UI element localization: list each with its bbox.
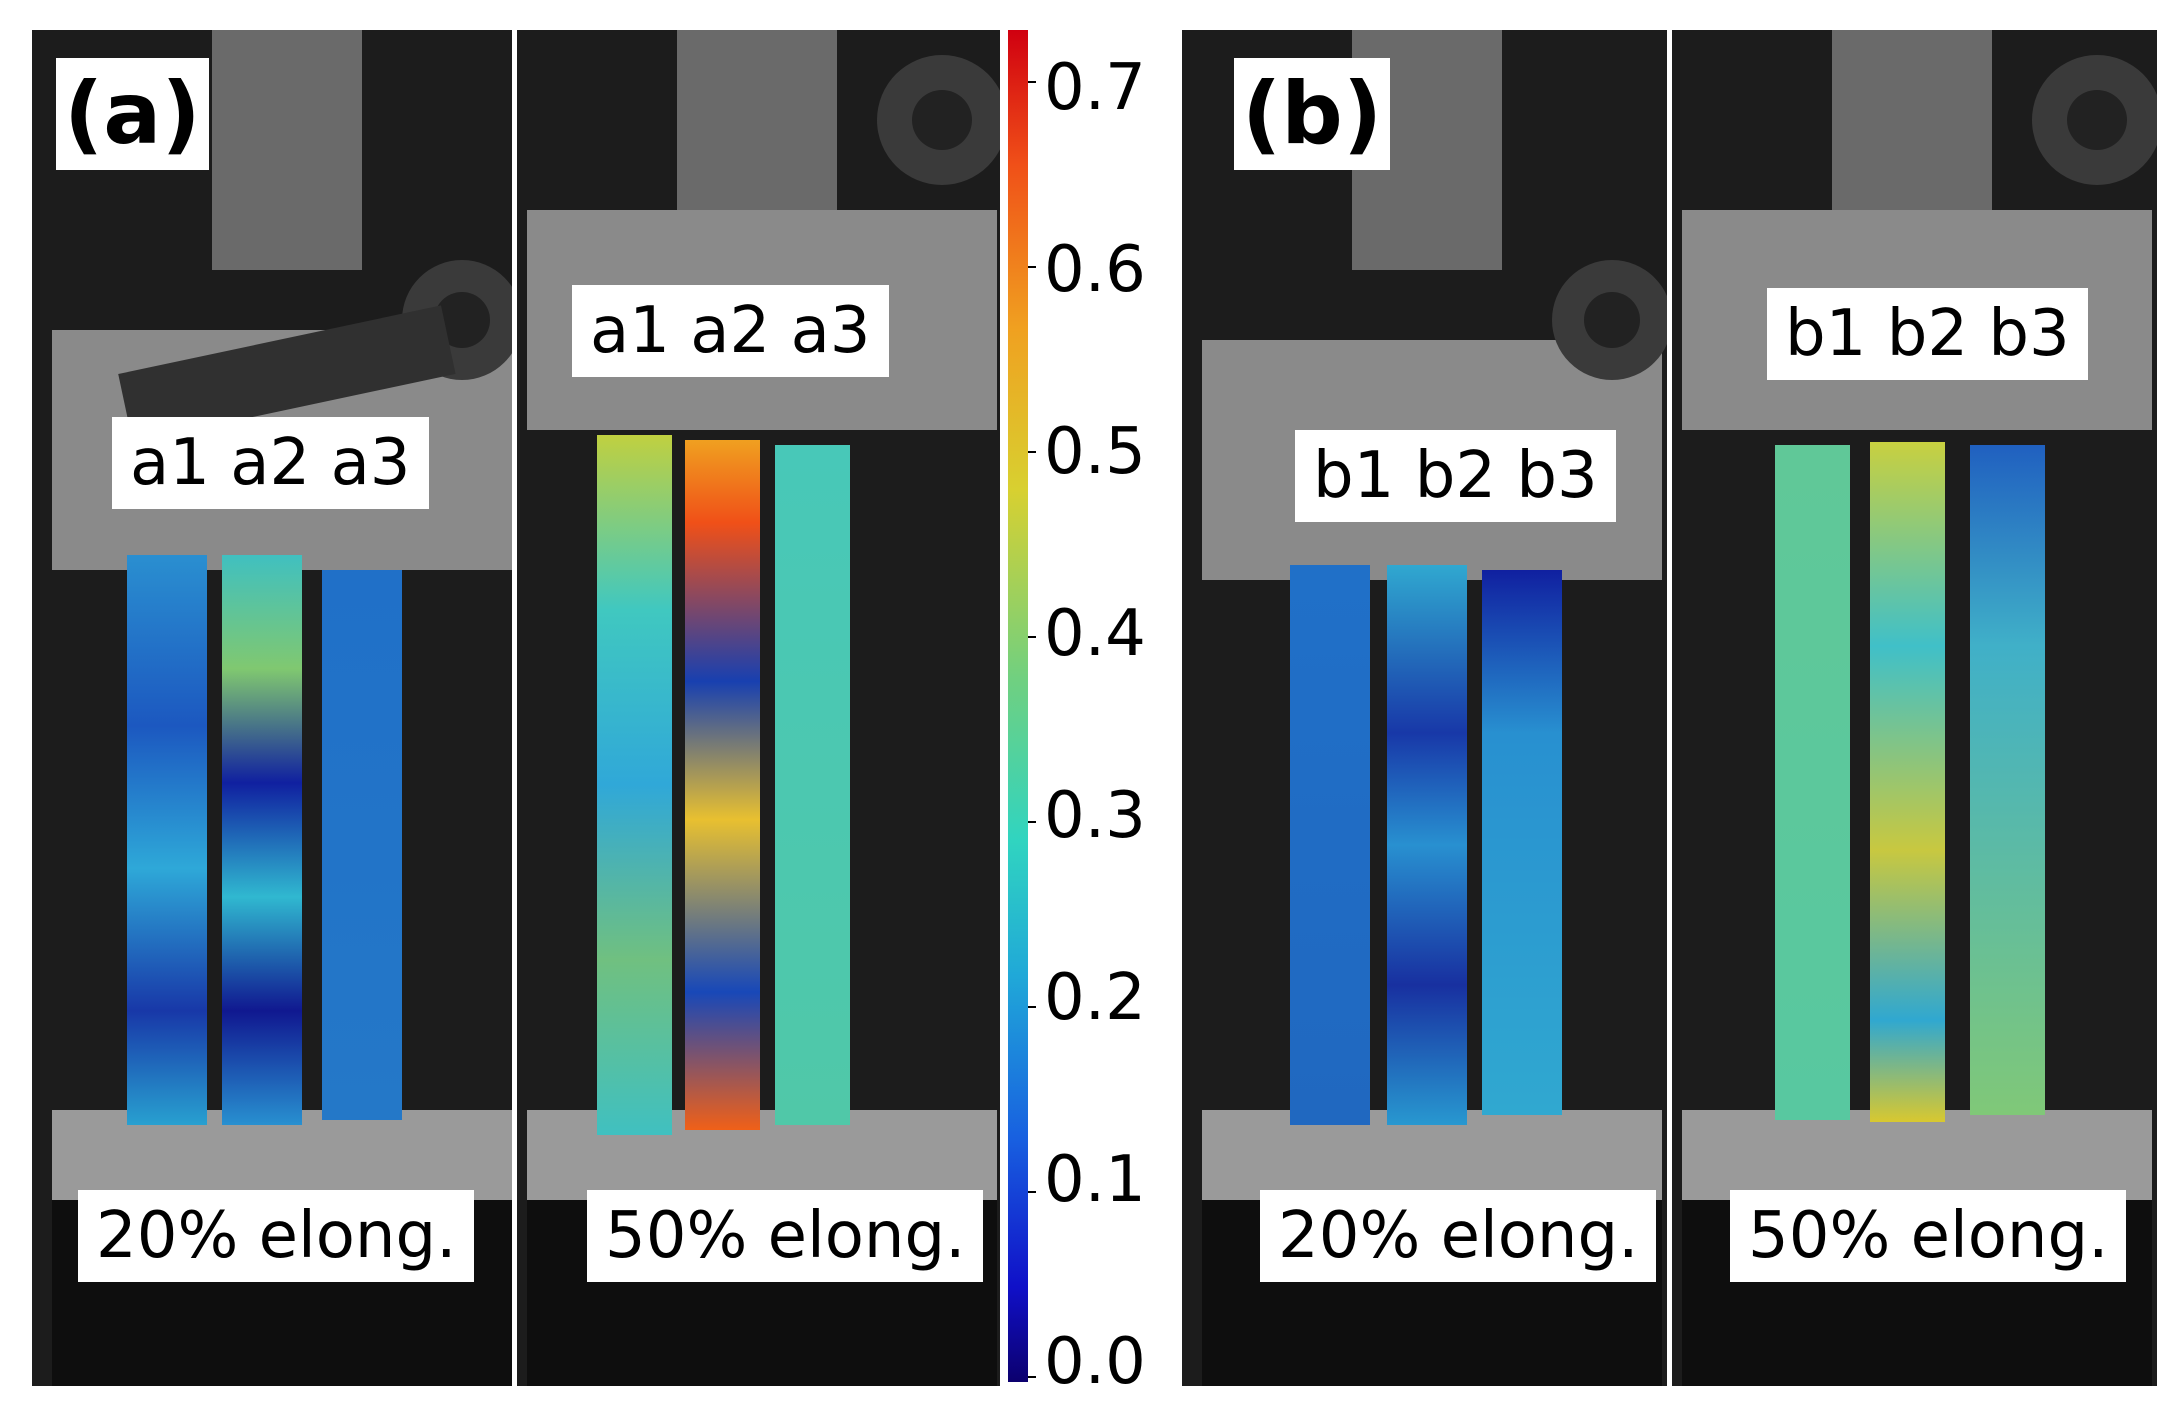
specimen-labels-b-20: b1 b2 b3 xyxy=(1295,430,1616,522)
colorbar-tick-label: 0.1 xyxy=(1044,1143,1146,1217)
colorbar-tick-label: 0.0 xyxy=(1044,1325,1146,1399)
frame-b-20-elongation: b1 b2 b3 20% elong. xyxy=(1182,30,1667,1386)
frame-a-50-elongation: a1 a2 a3 50% elong. xyxy=(517,30,1000,1386)
elongation-label-a-20: 20% elong. xyxy=(78,1190,475,1282)
colorbar-tick-label: 0.5 xyxy=(1044,415,1146,489)
elongation-label-a-50: 50% elong. xyxy=(587,1190,984,1282)
colorbar-tick-label: 0.7 xyxy=(1044,51,1146,125)
tensile-test-photo-b-20 xyxy=(1182,30,1667,1386)
frame-a-20-elongation: a1 a2 a3 20% elong. xyxy=(32,30,512,1386)
colorbar-tickmark xyxy=(1028,1376,1036,1378)
panel-a: a1 a2 a3 20% elong. xyxy=(32,30,1000,1386)
colorbar xyxy=(1008,30,1028,1382)
colorbar-tickmark xyxy=(1028,636,1036,638)
panel-letter-a: (a) xyxy=(56,58,209,170)
specimen-labels-b-50: b1 b2 b3 xyxy=(1767,288,2088,380)
tensile-test-photo-a-20 xyxy=(32,30,512,1386)
colorbar-tick-label: 0.6 xyxy=(1044,233,1146,307)
colorbar-tickmark xyxy=(1028,266,1036,268)
specimen-labels-a-20: a1 a2 a3 xyxy=(112,417,429,509)
colorbar-tickmark xyxy=(1028,1191,1036,1193)
colorbar-tickmark xyxy=(1028,451,1036,453)
colorbar-tick-label: 0.2 xyxy=(1044,961,1146,1035)
elongation-label-b-20: 20% elong. xyxy=(1260,1190,1657,1282)
specimen-labels-a-50: a1 a2 a3 xyxy=(572,285,889,377)
colorbar-tickmark xyxy=(1028,81,1036,83)
panel-letter-b: (b) xyxy=(1234,58,1391,170)
colorbar-tick-label: 0.3 xyxy=(1044,779,1146,853)
colorbar-tick-label: 0.4 xyxy=(1044,597,1146,671)
panel-b: b1 b2 b3 20% elong. xyxy=(1182,30,2157,1386)
elongation-label-b-50: 50% elong. xyxy=(1730,1190,2127,1282)
frame-b-50-elongation: b1 b2 b3 50% elong. xyxy=(1672,30,2157,1386)
colorbar-tickmark xyxy=(1028,821,1036,823)
colorbar-tickmark xyxy=(1028,1006,1036,1008)
tensile-test-photo-a-50 xyxy=(517,30,1000,1386)
tensile-test-photo-b-50 xyxy=(1672,30,2157,1386)
